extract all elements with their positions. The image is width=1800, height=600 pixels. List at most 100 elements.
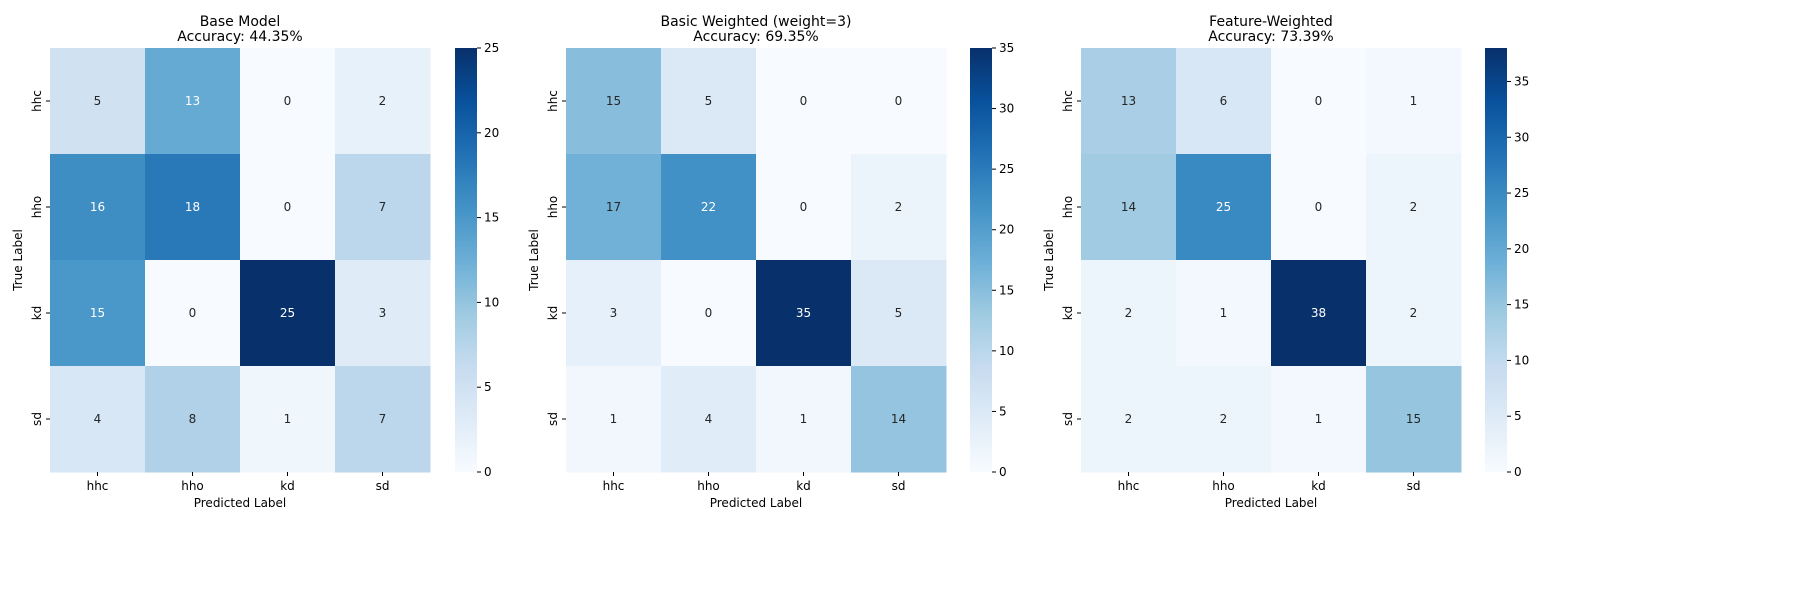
cell-value-label: 25 [1216, 200, 1231, 214]
colorbar-tick-label: 0 [999, 465, 1007, 479]
y-tick-label: hho [30, 196, 44, 219]
cell-value-label: 0 [1315, 200, 1323, 214]
cell-value-label: 2 [1410, 200, 1418, 214]
x-tick-label: hhc [1118, 479, 1140, 493]
heatmap-cell [50, 260, 146, 367]
cell-value-label: 3 [379, 306, 387, 320]
cell-value-label: 38 [1311, 306, 1326, 320]
x-tick-label: hhc [603, 479, 625, 493]
y-tick-label: sd [1061, 412, 1075, 426]
cell-value-label: 2 [1125, 306, 1133, 320]
colorbar-tick-label: 30 [1514, 130, 1529, 144]
heatmap-cell [851, 154, 947, 261]
heatmap-cell [661, 154, 757, 261]
y-tick-label: sd [30, 412, 44, 426]
heatmap-cell [756, 154, 852, 261]
cell-value-label: 0 [895, 94, 903, 108]
heatmap-cell [1081, 154, 1177, 261]
heatmap-cell [756, 366, 852, 473]
cell-value-label: 3 [610, 306, 618, 320]
heatmap-cell [661, 260, 757, 367]
heatmap-cell [1271, 366, 1367, 473]
heatmap-cell [1271, 48, 1367, 155]
cell-value-label: 15 [1406, 412, 1421, 426]
cell-value-label: 7 [379, 412, 387, 426]
y-tick-label: kd [1061, 306, 1075, 321]
y-tick-label: sd [546, 412, 560, 426]
cell-value-label: 1 [284, 412, 292, 426]
heatmap-cell [240, 48, 336, 155]
heatmap-cell [1366, 366, 1462, 473]
cell-value-label: 22 [701, 200, 716, 214]
x-tick-label: sd [376, 479, 390, 493]
heatmap-cell [756, 260, 852, 367]
colorbar-tick-label: 35 [999, 41, 1014, 55]
y-axis-label: True Label [527, 229, 541, 292]
cell-value-label: 4 [705, 412, 713, 426]
cell-value-label: 0 [800, 200, 808, 214]
x-tick-label: sd [1407, 479, 1421, 493]
heatmap-panel-2: Basic Weighted (weight=3)Accuracy: 69.35… [527, 14, 1014, 510]
heatmap-cell [50, 48, 146, 155]
y-tick-label: hhc [30, 90, 44, 112]
cell-value-label: 2 [1410, 306, 1418, 320]
colorbar [455, 48, 477, 472]
heatmap-cell [1176, 48, 1272, 155]
y-tick-label: kd [30, 306, 44, 321]
heatmap-cell [1271, 260, 1367, 367]
x-tick-label: hhc [87, 479, 109, 493]
cell-value-label: 18 [185, 200, 200, 214]
colorbar-tick-label: 25 [484, 41, 499, 55]
cell-value-label: 7 [379, 200, 387, 214]
x-tick-label: kd [280, 479, 295, 493]
y-tick-label: hho [1061, 196, 1075, 219]
heatmap-cell [851, 48, 947, 155]
colorbar-tick-label: 10 [484, 295, 499, 309]
x-tick-label: hho [181, 479, 204, 493]
cell-value-label: 16 [90, 200, 105, 214]
colorbar-tick-label: 5 [999, 404, 1007, 418]
cell-value-label: 4 [94, 412, 102, 426]
heatmap-cell [1081, 48, 1177, 155]
heatmap-cell [756, 48, 852, 155]
x-tick-label: hho [1212, 479, 1235, 493]
colorbar-tick-label: 15 [1514, 298, 1529, 312]
colorbar [1485, 48, 1507, 472]
heatmap-cell [240, 154, 336, 261]
heatmap-cell [1366, 48, 1462, 155]
heatmap-cell [1176, 260, 1272, 367]
heatmap-cell [1366, 154, 1462, 261]
heatmap-cell [50, 154, 146, 261]
chart-title: Basic Weighted (weight=3) [660, 14, 851, 30]
x-tick-label: kd [1311, 479, 1326, 493]
cell-value-label: 0 [705, 306, 713, 320]
cell-value-label: 0 [189, 306, 197, 320]
cell-value-label: 0 [284, 200, 292, 214]
heatmap-cell [1176, 154, 1272, 261]
colorbar-tick-label: 25 [999, 162, 1014, 176]
cell-value-label: 35 [796, 306, 811, 320]
cell-value-label: 2 [379, 94, 387, 108]
cell-value-label: 0 [284, 94, 292, 108]
cell-value-label: 2 [1125, 412, 1133, 426]
x-tick-label: kd [796, 479, 811, 493]
cell-value-label: 2 [1220, 412, 1228, 426]
cell-value-label: 15 [90, 306, 105, 320]
cell-value-label: 1 [1410, 94, 1418, 108]
heatmap-cell [335, 48, 431, 155]
cell-value-label: 15 [606, 94, 621, 108]
colorbar-tick-label: 30 [999, 102, 1014, 116]
cell-value-label: 17 [606, 200, 621, 214]
heatmap-cell [566, 260, 662, 367]
chart-subtitle: Accuracy: 73.39% [1208, 29, 1333, 45]
cell-value-label: 13 [185, 94, 200, 108]
chart-title: Base Model [200, 14, 281, 30]
cell-value-label: 1 [610, 412, 618, 426]
heatmap-cell [145, 154, 241, 261]
cell-value-label: 13 [1121, 94, 1136, 108]
heatmap-cell [240, 366, 336, 473]
heatmap-cell [1081, 366, 1177, 473]
cell-value-label: 2 [895, 200, 903, 214]
y-tick-label: hhc [546, 90, 560, 112]
